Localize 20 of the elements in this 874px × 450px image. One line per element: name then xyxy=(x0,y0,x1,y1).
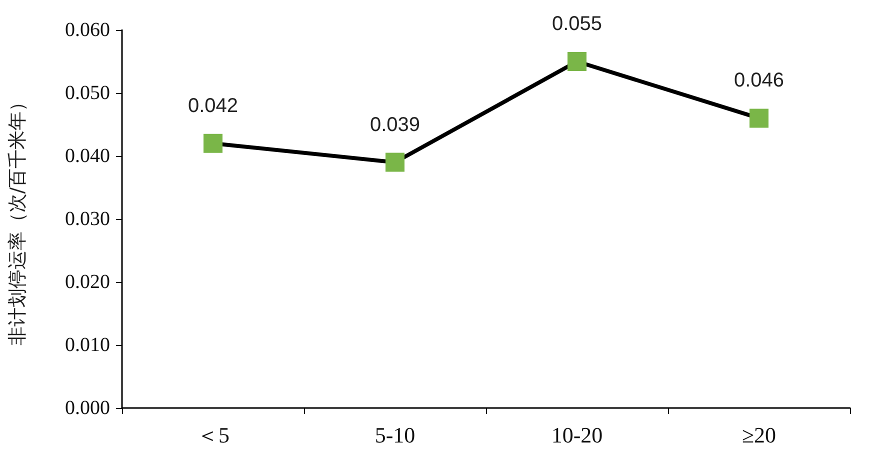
y-tick-label: 0.020 xyxy=(65,271,110,293)
y-tick-label: 0.050 xyxy=(65,82,110,104)
y-tick-label: 0.010 xyxy=(65,334,110,356)
y-tick-label: 0.060 xyxy=(65,19,110,41)
point xyxy=(386,152,404,172)
x-tick-label: 10-20 xyxy=(551,422,603,448)
data-label: 0.055 xyxy=(552,13,602,35)
x-tick-label: ≥20 xyxy=(742,422,776,448)
x-tick-label: ＜5 xyxy=(196,422,230,448)
y-axis-title: 非计划停运率（次/百千米年） xyxy=(6,92,28,346)
y-tick-label: 0.030 xyxy=(65,208,110,230)
point xyxy=(204,134,222,153)
data-label: 0.039 xyxy=(370,114,420,136)
data-label: 0.042 xyxy=(188,94,238,117)
point xyxy=(568,52,586,71)
y-tick-label: 0.040 xyxy=(65,145,110,167)
x-tick-label: 5-10 xyxy=(374,422,416,448)
y-tick-label: 0.000 xyxy=(65,397,110,419)
point xyxy=(750,108,768,128)
data-label: 0.046 xyxy=(734,70,784,92)
